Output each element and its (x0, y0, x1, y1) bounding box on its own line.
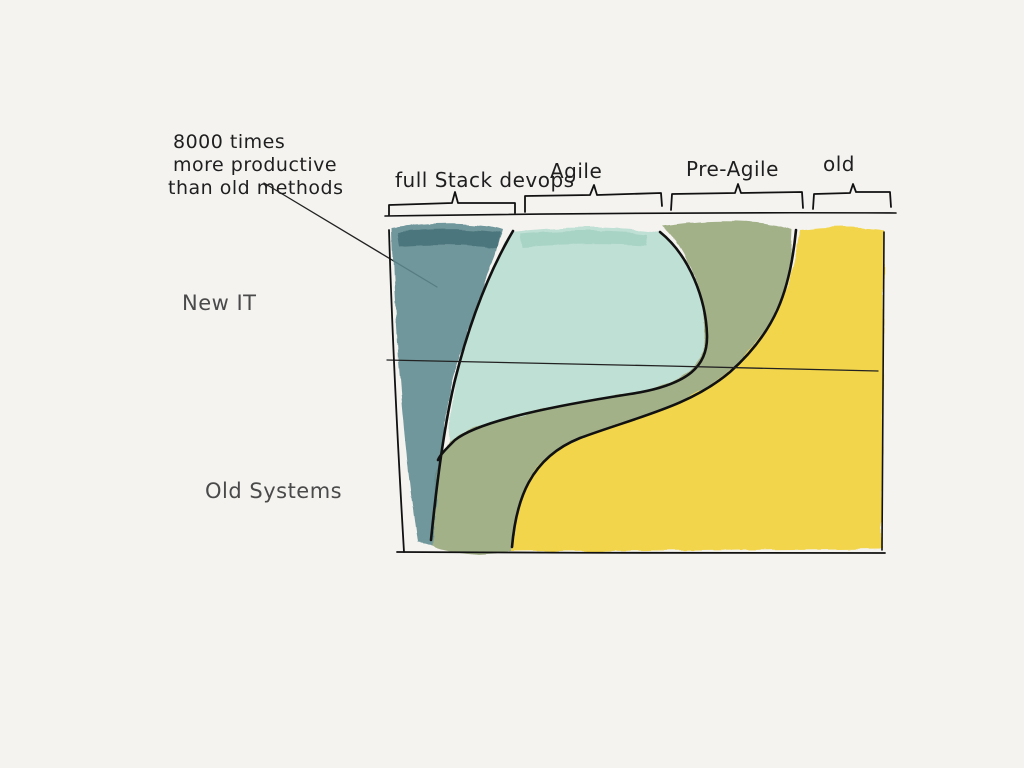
area-agile-top-band (520, 231, 648, 247)
area-fullstack-top-band (398, 229, 500, 248)
category-label-agile: Agile (550, 159, 602, 183)
category-label-fullstack: full Stack devops (395, 168, 575, 192)
label-new-it: New IT (182, 291, 257, 315)
area-fullstack (392, 223, 502, 545)
annotation-line-1: 8000 times (173, 131, 285, 153)
boundary-curves (386, 228, 879, 549)
brace-baseline (384, 211, 897, 217)
category-braces (384, 183, 897, 217)
brace-preagile (670, 183, 804, 211)
brace-old (812, 183, 892, 210)
area-old (512, 227, 884, 552)
frame-right (881, 231, 885, 551)
watercolor-areas (392, 221, 884, 554)
frame-bottom (396, 551, 886, 554)
brace-agile (524, 184, 663, 213)
boundary-fullstack-agile (429, 229, 515, 542)
area-agile (448, 227, 706, 440)
boundary-agile-preagile (436, 230, 709, 462)
area-preagile (432, 221, 792, 554)
boundary-preagile-old (510, 228, 798, 549)
category-label-old: old (823, 152, 855, 176)
brace-fullstack (388, 191, 516, 216)
annotation-line-2: more productive (173, 154, 337, 176)
chart-frame (388, 229, 886, 554)
category-label-preagile: Pre-Agile (686, 157, 779, 181)
new-old-divider-line (386, 359, 879, 372)
label-old-systems: Old Systems (205, 479, 342, 503)
productivity-annotation: 8000 times more productive than old meth… (168, 131, 344, 199)
annotation-line-3: than old methods (168, 177, 344, 199)
frame-left (388, 229, 405, 553)
